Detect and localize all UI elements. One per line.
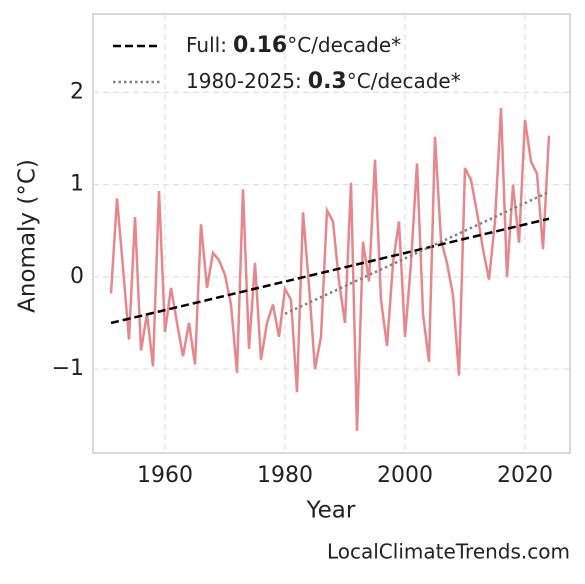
y-tick-label: 0 bbox=[70, 264, 84, 289]
x-tick-label: 2020 bbox=[497, 463, 553, 488]
source: LocalClimateTrends.com bbox=[327, 540, 570, 564]
y-tick-label: 1 bbox=[70, 172, 84, 197]
x-axis-title: Year bbox=[306, 498, 356, 524]
y-tick-label: −1 bbox=[52, 356, 84, 381]
series-line bbox=[109, 108, 551, 431]
series-line bbox=[284, 190, 550, 315]
series-line bbox=[110, 217, 550, 325]
legend-label: Full: 0.16°C/decade* bbox=[186, 33, 401, 59]
legend-part: °C/decade* bbox=[347, 69, 461, 93]
x-tick-label: 2000 bbox=[377, 463, 433, 488]
legend-part: °C/decade* bbox=[287, 33, 401, 57]
y-axis-title: Anomaly (°C) bbox=[15, 159, 41, 313]
legend-part: 0.3 bbox=[308, 69, 347, 94]
y-tick-label: 2 bbox=[70, 79, 84, 104]
x-tick-label: 1960 bbox=[137, 463, 193, 488]
legend-label: 1980-2025: 0.3°C/decade* bbox=[186, 69, 461, 95]
x-tick-label: 1980 bbox=[257, 463, 313, 488]
legend-part: 1980-2025: bbox=[186, 69, 302, 93]
plot-frame bbox=[92, 13, 571, 454]
legend-part: 0.16 bbox=[233, 33, 287, 58]
legend-part: Full: bbox=[186, 33, 227, 57]
